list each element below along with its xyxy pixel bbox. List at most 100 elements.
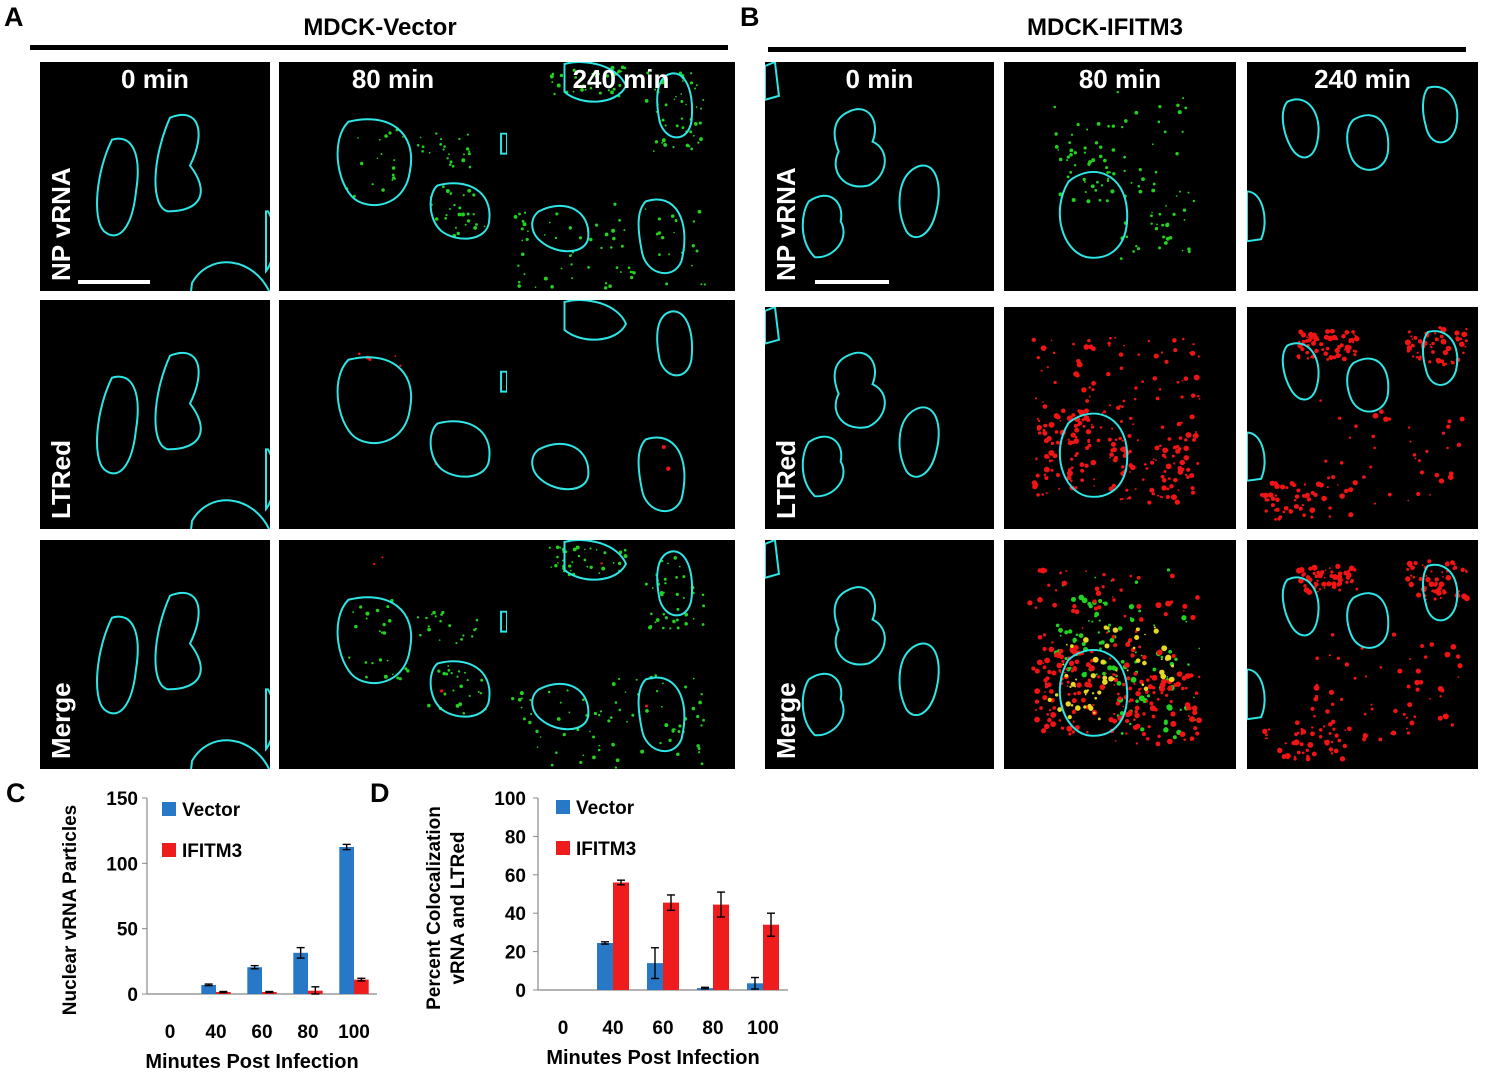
error-bar	[204, 983, 213, 987]
y-axis-label: vRNA and LTRed	[448, 831, 469, 984]
x-tick-label: 80	[702, 1018, 723, 1039]
legend-label-vector: Vector	[182, 800, 241, 821]
panel-a-np-vrna-0min: 0 min NP vRNA	[40, 62, 270, 291]
row-title: LTRed	[771, 440, 801, 519]
y-axis-label: Percent Colocalization	[424, 806, 445, 1010]
legend-label-ifitm3: IFITM3	[576, 839, 636, 860]
legend-swatch-vector	[162, 802, 176, 816]
bar-vector-40	[201, 984, 216, 994]
y-tick-label: 20	[505, 943, 526, 964]
bar-ifitm3-60	[663, 902, 679, 990]
y-tick-label: 100	[106, 854, 138, 875]
x-axis-label: Minutes Post Infection	[145, 1051, 358, 1073]
error-bar	[651, 947, 659, 980]
x-tick-label: 100	[338, 1022, 370, 1043]
x-tick-label: 60	[251, 1022, 272, 1043]
x-tick-label: 60	[652, 1018, 673, 1039]
x-tick-label: 80	[297, 1022, 318, 1043]
column-title: 240 min	[572, 64, 670, 94]
bar-ifitm3-40	[613, 882, 629, 990]
y-tick-label: 80	[505, 827, 526, 848]
legend-label-ifitm3: IFITM3	[182, 841, 242, 862]
scale-bar	[78, 280, 150, 284]
x-tick-label: 0	[558, 1018, 569, 1039]
panel-b-title-rule	[768, 47, 1466, 52]
error-bar	[751, 976, 759, 990]
y-tick-label: 60	[505, 866, 526, 887]
panel-b-ltred-240min	[1247, 307, 1478, 529]
scale-bar	[815, 280, 889, 284]
row-title: Merge	[46, 682, 76, 759]
panel-b-ltred-80min	[1004, 307, 1236, 529]
panel-a-ltred-80min	[279, 300, 507, 529]
x-axis-label: Minutes Post Infection	[546, 1047, 759, 1069]
column-title: 80 min	[351, 64, 435, 94]
legend-swatch-vector	[556, 800, 570, 814]
panel-b-merge-80min	[1004, 540, 1236, 769]
panel-label-b: B	[740, 2, 760, 32]
row-title: Merge	[771, 682, 801, 759]
bar-vector-60	[247, 967, 262, 994]
panel-a-np-vrna-240min: 240 min	[507, 62, 735, 291]
chart-d-colocalization: 0 20 40 60 80 100 0 40 60 80 100 Minutes Post Infec…	[424, 789, 788, 1069]
panel-a-title: MDCK-Vector	[303, 14, 457, 41]
error-bar	[767, 912, 775, 937]
bar-ifitm3-100	[354, 979, 369, 994]
y-axis-label: Nuclear vRNA Particles	[60, 805, 81, 1016]
error-bar	[250, 964, 259, 970]
error-bar	[701, 986, 709, 990]
panel-a-ltred-240min	[507, 300, 735, 529]
panel-b-np-vrna-240min: 240 min	[1247, 62, 1478, 291]
row-title: NP vRNA	[46, 167, 76, 281]
error-bar	[219, 990, 228, 994]
panel-label-a: A	[4, 2, 24, 32]
x-tick-label: 0	[165, 1022, 176, 1043]
row-title: LTRed	[46, 440, 76, 519]
column-title: 0 min	[845, 64, 914, 94]
bar-vector-100	[339, 847, 354, 994]
panel-a-title-rule	[30, 45, 728, 50]
panel-b-ltred-0min: LTRed	[765, 307, 994, 529]
error-bar	[617, 879, 625, 886]
panel-a-merge-80min	[279, 540, 507, 769]
column-title: 80 min	[1078, 64, 1162, 94]
error-bar	[342, 843, 351, 851]
legend-swatch-ifitm3	[556, 841, 570, 855]
panel-label-d: D	[370, 778, 390, 808]
y-tick-label: 40	[505, 904, 526, 925]
y-tick-label: 50	[117, 920, 138, 941]
panel-b-merge-0min: Merge	[765, 540, 994, 769]
legend-label-vector: Vector	[576, 798, 635, 819]
column-title: 0 min	[121, 64, 189, 94]
x-tick-label: 40	[205, 1022, 226, 1043]
y-tick-label: 0	[127, 985, 138, 1006]
chart-c-nuclear-vrna: 0 50 100 150 0 40 60 80 100 Minutes Post Infectio…	[60, 789, 377, 1073]
error-bar	[265, 990, 274, 994]
bar-vector-80	[293, 952, 308, 994]
error-bar	[601, 941, 609, 945]
error-bar	[357, 977, 366, 982]
panel-a-np-vrna-80min: 80 min	[279, 62, 507, 291]
panel-b-title: MDCK-IFITM3	[1027, 14, 1183, 41]
y-tick-label: 100	[494, 789, 526, 810]
panel-a-ltred-0min: LTRed	[40, 300, 270, 529]
panel-b-np-vrna-80min: 80 min	[1004, 62, 1236, 291]
panel-label-c: C	[6, 778, 26, 808]
legend-swatch-ifitm3	[162, 843, 176, 857]
error-bar	[311, 986, 320, 995]
y-tick-label: 0	[515, 981, 526, 1002]
column-title: 240 min	[1314, 64, 1411, 94]
x-tick-label: 100	[747, 1018, 779, 1039]
error-bar	[667, 894, 675, 912]
panel-b-merge-240min	[1247, 540, 1478, 769]
x-tick-label: 40	[602, 1018, 623, 1039]
y-tick-label: 150	[106, 789, 138, 810]
bar-vector-40	[597, 943, 613, 990]
error-bar	[296, 946, 305, 959]
panel-a-merge-240min	[507, 540, 735, 769]
row-title: NP vRNA	[771, 167, 801, 281]
error-bar	[717, 891, 725, 918]
panel-b-np-vrna-0min: 0 min NP vRNA	[765, 62, 994, 291]
bar-ifitm3-100	[763, 924, 779, 990]
bar-ifitm3-80	[713, 904, 729, 990]
